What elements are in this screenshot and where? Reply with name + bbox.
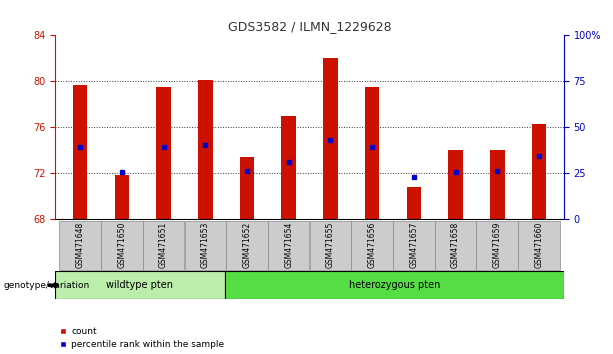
Bar: [73, 85, 88, 219]
Bar: [59, 221, 101, 270]
Text: GSM471654: GSM471654: [284, 222, 293, 268]
Bar: [281, 116, 296, 219]
Legend: count, percentile rank within the sample: count, percentile rank within the sample: [59, 327, 224, 349]
Bar: [490, 150, 504, 219]
Bar: [185, 221, 226, 270]
Text: wildtype pten: wildtype pten: [107, 280, 173, 290]
Bar: [476, 221, 518, 270]
Bar: [323, 58, 338, 219]
Text: GSM471658: GSM471658: [451, 222, 460, 268]
Bar: [448, 150, 463, 219]
Bar: [435, 221, 476, 270]
Title: GDS3582 / ILMN_1229628: GDS3582 / ILMN_1229628: [228, 20, 391, 33]
Bar: [143, 221, 185, 270]
Bar: [225, 271, 564, 299]
Text: GSM471650: GSM471650: [118, 222, 126, 268]
Bar: [531, 124, 546, 219]
Bar: [518, 221, 560, 270]
Text: GSM471655: GSM471655: [326, 222, 335, 268]
Text: GSM471659: GSM471659: [493, 222, 501, 268]
Bar: [365, 87, 379, 219]
Bar: [55, 271, 225, 299]
Bar: [115, 175, 129, 219]
Bar: [101, 221, 143, 270]
Bar: [406, 187, 421, 219]
Text: GSM471648: GSM471648: [75, 222, 85, 268]
Text: heterozygous pten: heterozygous pten: [349, 280, 440, 290]
Text: GSM471656: GSM471656: [368, 222, 376, 268]
Bar: [351, 221, 393, 270]
Bar: [240, 157, 254, 219]
Bar: [393, 221, 435, 270]
Text: GSM471660: GSM471660: [535, 222, 544, 268]
Bar: [198, 80, 213, 219]
Text: GSM471653: GSM471653: [201, 222, 210, 268]
Bar: [156, 87, 171, 219]
Text: GSM471651: GSM471651: [159, 222, 168, 268]
Text: GSM471652: GSM471652: [243, 222, 251, 268]
Text: genotype/variation: genotype/variation: [3, 281, 89, 290]
Bar: [268, 221, 310, 270]
Bar: [310, 221, 351, 270]
Text: GSM471657: GSM471657: [409, 222, 418, 268]
Bar: [226, 221, 268, 270]
